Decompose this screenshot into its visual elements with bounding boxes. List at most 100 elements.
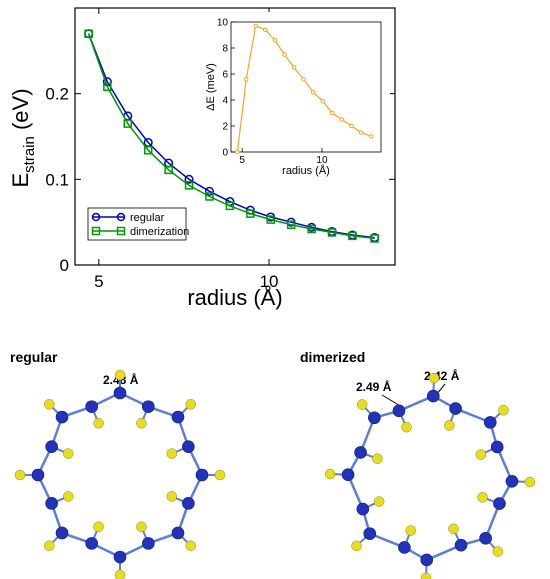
main-y-label-unit: (eV) bbox=[8, 88, 33, 136]
main-x-axis-label: radius (Å) bbox=[187, 285, 282, 310]
carbon-atom bbox=[55, 526, 69, 540]
carbon-atom bbox=[449, 402, 462, 415]
carbon-atom bbox=[45, 497, 58, 510]
inset-y-tick-label: 8 bbox=[222, 44, 228, 55]
hydrogen-atom bbox=[214, 469, 226, 481]
main-x-tick-label: 5 bbox=[94, 272, 103, 291]
main-point-dimerization bbox=[286, 220, 296, 229]
main-point-dimerization bbox=[370, 234, 379, 243]
main-point-dimerization bbox=[307, 224, 316, 234]
main-point-dimerization bbox=[225, 201, 235, 211]
inset-point bbox=[320, 99, 326, 104]
main-x-tick-label: 10 bbox=[260, 272, 279, 291]
carbon-atom bbox=[392, 404, 406, 418]
inset-chart: 5 10 0 2 4 6 8 10 radius (Å) ΔE (meV) bbox=[200, 12, 390, 178]
hydrogen-atom bbox=[477, 492, 488, 503]
legend-dimerization-marker bbox=[116, 226, 126, 236]
carbon-atom bbox=[354, 446, 367, 459]
hydrogen-atom bbox=[401, 421, 412, 433]
dimerized-structure-title: dimerized bbox=[300, 349, 365, 365]
carbon-atom bbox=[55, 410, 69, 424]
main-point-dimerization bbox=[123, 119, 133, 128]
main-point-dimerization bbox=[84, 29, 93, 38]
main-point-regular bbox=[184, 174, 194, 184]
legend: regular dimerization bbox=[87, 207, 189, 241]
inset-point bbox=[358, 130, 364, 135]
carbon-atom bbox=[426, 389, 440, 403]
legend-regular-marker bbox=[116, 212, 126, 222]
hydrogen-atom bbox=[93, 521, 104, 532]
hydrogen-atom bbox=[44, 399, 55, 410]
carbon-atom bbox=[363, 527, 377, 540]
inset-y-tick-label: 10 bbox=[217, 18, 229, 29]
inset-point bbox=[310, 89, 316, 95]
legend-regular-marker bbox=[91, 212, 101, 222]
carbon-atom bbox=[356, 502, 370, 516]
main-point-dimerization bbox=[348, 231, 357, 241]
carbon-atom bbox=[171, 526, 185, 540]
carbon-atom bbox=[454, 538, 468, 552]
carbon-atom bbox=[171, 410, 185, 424]
main-series-line-regular bbox=[87, 33, 375, 239]
main-point-dimerization bbox=[327, 228, 337, 237]
inset-y-tick-label: 0 bbox=[222, 148, 228, 159]
hydrogen-atom bbox=[114, 369, 126, 381]
hydrogen-atom bbox=[324, 468, 336, 480]
inset-y-tick-label: 4 bbox=[222, 96, 228, 107]
carbon-atom bbox=[195, 468, 209, 482]
regular-structure-title: regular bbox=[10, 349, 58, 365]
carbon-atom bbox=[182, 497, 195, 510]
carbon-atom bbox=[182, 440, 195, 453]
main-point-dimerization bbox=[246, 209, 255, 218]
hydrogen-atom bbox=[14, 469, 26, 481]
carbon-atom bbox=[398, 541, 411, 554]
hydrogen-atom bbox=[93, 418, 104, 429]
hydrogen-atom bbox=[498, 404, 509, 416]
carbon-atom bbox=[113, 550, 127, 564]
dimerized-ring bbox=[324, 372, 536, 579]
main-chart: 5 10 0 0.1 0.2 radius (Å) Estrain (eV) regul… bbox=[8, 7, 396, 310]
inset-x-tick-label: 10 bbox=[316, 155, 328, 166]
hydrogen-atom bbox=[63, 448, 74, 459]
carbon-atom bbox=[31, 468, 45, 482]
main-point-dimerization bbox=[184, 181, 194, 190]
hydrogen-atom bbox=[356, 399, 368, 410]
carbon-atom bbox=[341, 468, 355, 482]
legend-box bbox=[87, 207, 187, 241]
inset-point bbox=[272, 37, 278, 43]
inset-background bbox=[200, 12, 390, 178]
main-y-tick-label: 0 bbox=[60, 256, 69, 275]
hydrogen-atom bbox=[351, 540, 362, 552]
main-point-dimerization bbox=[103, 82, 112, 92]
legend-dimerization-marker bbox=[91, 226, 101, 236]
inset-y-tick-label: 6 bbox=[222, 70, 228, 81]
carbon-atom bbox=[493, 497, 506, 510]
hydrogen-atom bbox=[475, 449, 487, 460]
inset-x-tick-label: 5 bbox=[239, 155, 245, 166]
hydrogen-atom bbox=[372, 453, 383, 464]
hydrogen-atom bbox=[63, 491, 74, 502]
main-y-tick-label: 0.1 bbox=[45, 170, 69, 189]
dimerized-bond-label-a: 2.49 Å bbox=[356, 379, 392, 394]
inset-point bbox=[235, 149, 240, 155]
hydrogen-atom bbox=[405, 525, 416, 536]
hydrogen-atom bbox=[420, 572, 432, 579]
hydrogen-atom bbox=[492, 546, 504, 557]
main-point-dimerization bbox=[164, 165, 173, 175]
inset-point bbox=[291, 65, 297, 70]
main-y-axis-label: Estrain (eV) bbox=[8, 88, 38, 187]
hydrogen-atom bbox=[185, 399, 196, 410]
inset-plot-frame bbox=[230, 21, 382, 153]
inset-y-tick-label: 2 bbox=[222, 122, 228, 133]
main-point-dimerization bbox=[266, 215, 275, 224]
carbon-atom bbox=[85, 400, 98, 413]
inset-point bbox=[263, 27, 268, 33]
hydrogen-atom bbox=[44, 540, 55, 551]
carbon-atom bbox=[368, 411, 381, 425]
hydrogen-atom bbox=[136, 521, 147, 532]
hydrogen-atom bbox=[114, 569, 126, 579]
main-y-tick-label: 0.2 bbox=[45, 85, 69, 104]
regular-ring bbox=[14, 369, 226, 579]
inset-x-axis-label: radius (Å) bbox=[282, 164, 330, 177]
inset-point bbox=[339, 117, 345, 122]
